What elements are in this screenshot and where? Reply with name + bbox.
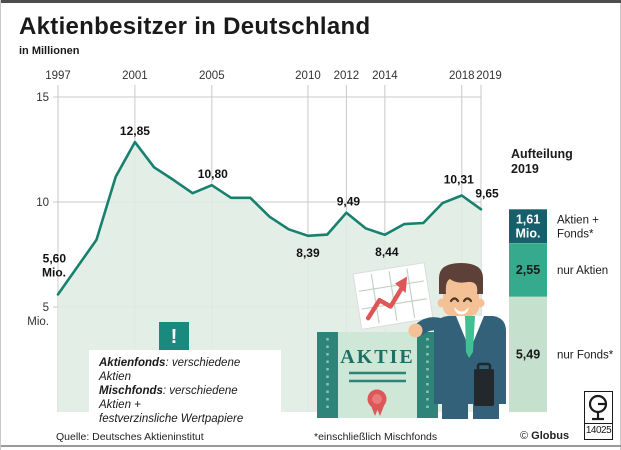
y-tick-label: 5	[43, 302, 49, 314]
footnote-text: *einschließlich Mischfonds	[314, 431, 438, 443]
x-tick-label: 2001	[122, 70, 148, 82]
page-title: Aktienbesitzer in Deutschland	[19, 13, 371, 40]
bar-segment-label: nur Fonds*	[557, 349, 614, 361]
y-tick-label: 10	[36, 197, 49, 209]
x-tick-label: 2018	[449, 70, 475, 82]
data-label: 8,44	[375, 245, 399, 259]
bar-segment	[509, 243, 547, 297]
bar-segment-label: Aktien + Fonds*	[557, 214, 599, 240]
note-line: Mischfonds: verschiedene Aktien +	[99, 385, 238, 411]
x-tick-label: 2019	[476, 70, 502, 82]
breakdown-title-line1: Aufteilung	[511, 147, 573, 161]
x-tick-label: 1997	[45, 70, 71, 82]
x-tick-label: 2005	[199, 70, 225, 82]
globe-glyph-icon	[588, 394, 608, 421]
data-label: 10,31	[444, 172, 474, 186]
globus-credit: © Globus	[520, 430, 570, 442]
businessman-illustration	[408, 263, 506, 419]
bar-segment-value: 5,49	[516, 347, 540, 361]
data-label: 9,49	[337, 195, 361, 209]
note-line: Aktienfonds: verschiedene Aktien	[99, 357, 241, 383]
data-label-layer: 5,60 Mio. 12,85 10,80 8,39 9,49 8,44 10,319,65	[42, 124, 499, 279]
data-label: 5,60 Mio.	[42, 251, 66, 279]
bar-segment	[509, 296, 547, 412]
logo-number: 14025	[585, 423, 612, 439]
data-label: 8,39	[296, 246, 320, 260]
bottom-border	[1, 445, 621, 447]
bar-segment-value: 2,55	[516, 263, 540, 277]
y-tick-label: 15	[36, 92, 49, 104]
breakdown-bar: 1,61 Mio. Aktien + Fonds* 2,55 nur Aktien 5,49…	[509, 209, 614, 412]
y-axis-unit: Mio.	[27, 316, 49, 328]
note-box: Aktienfonds: verschiedene Aktien Mischfo…	[89, 350, 281, 432]
page-subtitle: in Millionen	[19, 45, 80, 57]
source-text: Quelle: Deutsches Aktieninstitut	[56, 431, 204, 443]
top-border	[1, 0, 621, 3]
data-label: 10,80	[198, 167, 228, 181]
data-label: 12,85	[120, 124, 150, 138]
globus-logo-icon: 14025	[584, 391, 613, 440]
data-line	[56, 140, 483, 296]
data-label: 9,65	[475, 186, 499, 200]
x-tick-label: 2010	[295, 70, 321, 82]
bar-segment-value: 1,61 Mio.	[516, 212, 541, 240]
axis-layer: 1997 2001 2005 2010 2012 2014 2018 2019 15 10 5 Mio…	[27, 70, 502, 328]
growth-chart-icon	[352, 262, 434, 330]
x-tick-label: 2014	[372, 70, 398, 82]
bar-segment-label: nur Aktien	[557, 265, 608, 277]
breakdown-title-line2: 2019	[511, 162, 539, 176]
exclamation-icon: !	[159, 322, 189, 352]
note-line: festverzinsliche Wertpapiere	[99, 413, 244, 425]
seal-icon	[367, 389, 387, 416]
bar-segment	[509, 209, 547, 244]
stock-certificate-illustration: AKTIE	[317, 332, 438, 418]
x-tick-label: 2012	[334, 70, 360, 82]
certificate-title: AKTIE	[340, 346, 414, 368]
briefcase-icon	[474, 369, 494, 406]
